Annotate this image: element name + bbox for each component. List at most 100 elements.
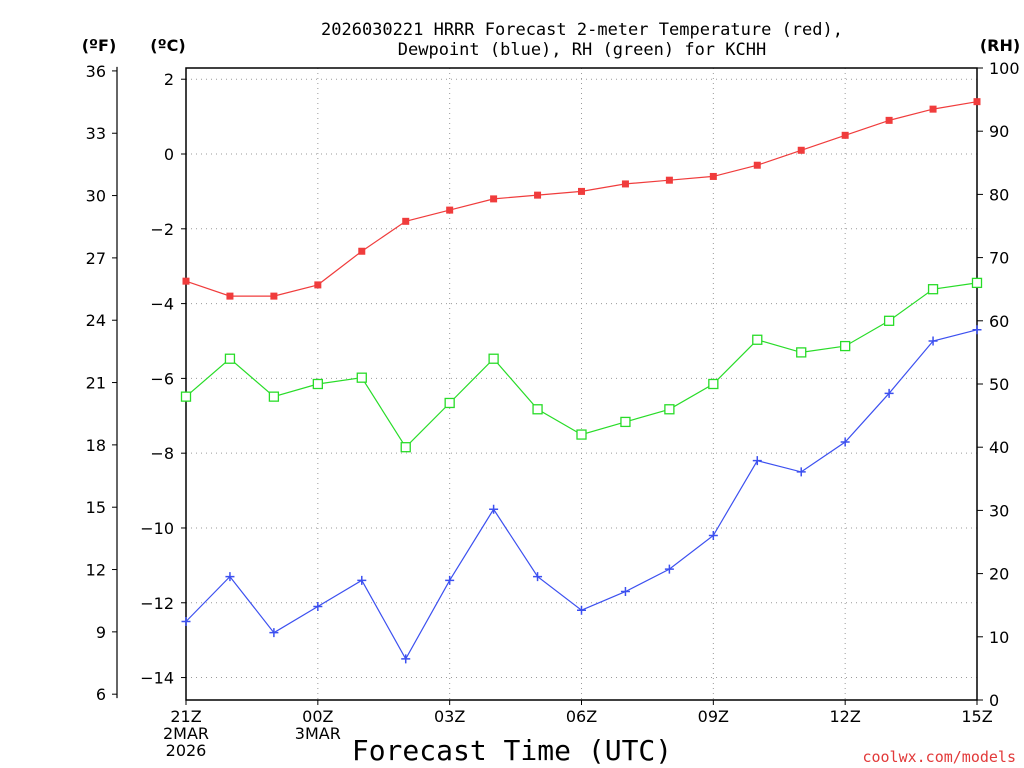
celsius-tick-label: −10 [140,519,174,538]
temperature-point [709,172,717,180]
chart-title-line-2: Dewpoint (blue), RH (green) for KCHH [398,40,766,60]
temperature-point [797,146,805,154]
dewpoint-point [928,336,938,346]
fahrenheit-tick-label: 9 [96,623,106,642]
x-tick-label: 2026 [166,741,207,760]
celsius-tick-label: −8 [150,444,174,463]
rh-point [840,340,851,352]
x-tick-label: 06Z [566,707,597,726]
x-tick-label: 3MAR [295,724,341,743]
dewpoint-point [269,628,279,638]
rh-point [971,277,983,289]
celsius-tick-label: −2 [150,220,174,239]
temperature-point [314,281,322,289]
fahrenheit-tick-label: 30 [86,187,106,206]
celsius-unit-label: (ºC) [150,36,185,55]
grid-layer [186,68,977,700]
dewpoint-point [357,575,367,585]
rh-point [708,378,719,390]
dewpoint-point [577,605,586,615]
temperature-point [270,292,278,300]
dewpoint-point [884,388,894,398]
rh-tick-label: 10 [989,628,1009,647]
celsius-tick-label: −12 [140,594,174,613]
rh-point [927,284,939,295]
celsius-tick-label: −14 [140,669,174,688]
dewpoint-point [840,437,850,447]
rh-point [444,397,455,409]
rh-tick-label: 30 [989,501,1009,520]
temperature-point [358,247,366,255]
rh-point [400,442,411,453]
dewpoint-point [533,572,543,582]
dewpoint-point [181,616,191,626]
temperature-point [578,187,585,195]
temperature-point [885,116,893,124]
fahrenheit-tick-label: 27 [86,249,106,268]
fahrenheit-tick-label: 18 [86,436,106,455]
temperature-point [534,191,542,199]
x-tick-label: 15Z [961,707,992,726]
fahrenheit-tick-label: 36 [86,62,106,81]
fahrenheit-tick-label: 33 [86,124,106,143]
dewpoint-point [401,654,411,664]
credit-text: coolwx.com/models [862,748,1016,766]
temperature-point [665,176,673,184]
x-tick-label: 12Z [830,707,861,726]
dewpoint-point [796,467,806,477]
celsius-tick-label: 0 [164,145,174,164]
temperature-point [402,217,410,225]
dewpoint-point [620,587,630,597]
rh-line [185,282,978,449]
celsius-tick-label: −6 [150,369,174,388]
temperature-point [446,206,454,214]
fahrenheit-tick-label: 15 [86,498,106,517]
rh-unit-label: (RH) [980,36,1020,55]
rh-point [796,347,807,358]
chart-title-line-1: 2026030221 HRRR Forecast 2-meter Tempera… [321,20,843,40]
x-tick-label: 09Z [698,707,729,726]
temperature-point [973,98,981,106]
rh-point [532,404,543,415]
rh-tick-label: 70 [989,249,1009,268]
celsius-tick-label: −4 [150,295,174,314]
rh-point [488,353,499,364]
dewpoint-point [313,602,323,612]
dewpoint-point [225,572,235,582]
rh-tick-label: 20 [989,565,1009,584]
rh-point [268,391,280,402]
dewpoint-point [708,530,718,540]
rh-point [224,353,236,364]
fahrenheit-tick-label: 6 [96,685,106,704]
fahrenheit-unit-label: (ºF) [82,36,117,55]
rh-tick-label: 80 [989,185,1009,204]
x-tick-label: 03Z [434,707,465,726]
rh-tick-label: 50 [989,375,1009,394]
rh-point [180,391,192,402]
temperature-point [753,161,761,169]
temperature-point [621,180,629,188]
x-tick-label: 00Z [302,707,333,726]
rh-point [883,315,895,326]
rh-tick-label: 60 [989,312,1009,331]
temperature-point [182,277,190,285]
rh-point [752,334,763,345]
temperature-point [841,131,849,139]
temperature-point [929,105,937,113]
temperature-point [226,292,234,300]
axes-layer: 3633302724211815129620−2−4−6−8−10−12−141… [86,59,1020,760]
series-layer [180,98,983,664]
rh-point [312,378,323,390]
rh-tick-label: 100 [989,59,1020,78]
rh-point [356,372,367,383]
rh-tick-label: 40 [989,438,1009,457]
fahrenheit-tick-label: 24 [86,311,106,330]
dewpoint-point [972,325,982,335]
dewpoint-point [445,575,455,585]
dewpoint-point [664,564,674,574]
celsius-tick-label: 2 [164,70,174,89]
fahrenheit-tick-label: 21 [86,374,106,393]
dewpoint-point [489,504,499,514]
dewpoint-point [752,456,762,466]
